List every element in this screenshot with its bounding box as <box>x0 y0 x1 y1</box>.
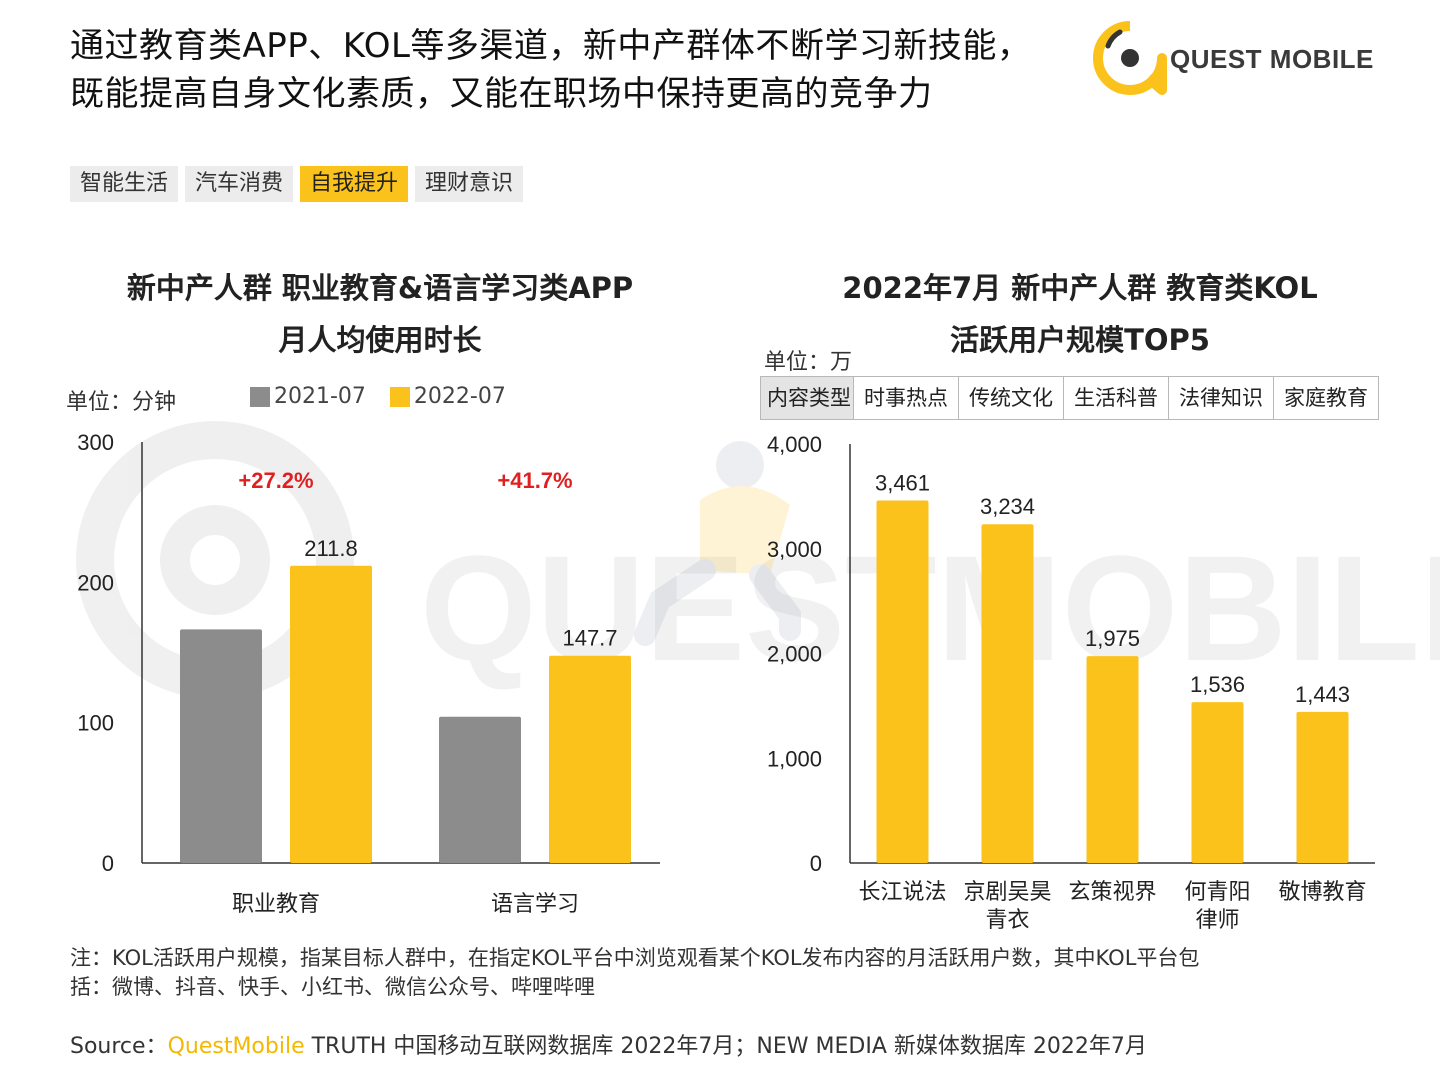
content-type-table: 内容类型 时事热点 传统文化 生活科普 法律知识 家庭教育 <box>760 376 1379 420</box>
content-type-header: 内容类型 <box>761 377 853 419</box>
bar-value-label: 147.7 <box>562 626 617 651</box>
left-chart-legend: 2021-07 2022-07 <box>250 384 530 409</box>
kol-bar <box>981 524 1034 863</box>
y-tick-label: 2,000 <box>767 642 822 667</box>
y-tick-label: 200 <box>77 570 114 595</box>
source-rest: TRUTH 中国移动互联网数据库 2022年7月；NEW MEDIA 新媒体数据… <box>304 1034 1147 1059</box>
content-type-cell: 法律知识 <box>1168 377 1273 419</box>
y-tick-label: 3,000 <box>767 537 822 562</box>
bar-value-label: 3,234 <box>980 494 1035 519</box>
x-category-label: 京剧吴昊 <box>963 880 1051 905</box>
bar-2022-07 <box>549 655 631 863</box>
tab-finance-awareness[interactable]: 理财意识 <box>415 166 524 202</box>
right-chart-title-line-1: 2022年7月 新中产人群 教育类KOL <box>842 271 1318 305</box>
x-category-label: 青衣 <box>985 908 1029 933</box>
source-brand: QuestMobile <box>167 1034 305 1059</box>
right-chart-title-line-2: 活跃用户规模TOP5 <box>950 323 1210 357</box>
bar-2021-07 <box>439 716 521 863</box>
y-tick-label: 4,000 <box>767 432 822 457</box>
logo-text: QUEST MOBILE <box>1170 44 1374 74</box>
tab-smart-life[interactable]: 智能生活 <box>70 166 179 202</box>
y-tick-label: 0 <box>102 851 114 876</box>
left-chart-title-line-2: 月人均使用时长 <box>278 323 482 357</box>
x-category-label: 玄策视界 <box>1068 880 1156 905</box>
kol-bar <box>1086 656 1139 863</box>
footnote-line-2: 括：微博、抖音、快手、小红书、微信公众号、哔哩哔哩 <box>70 975 595 999</box>
headline-line-1: 通过教育类APP、KOL等多渠道，新中产群体不断学习新技能， <box>70 26 1032 66</box>
right-chart-unit: 单位：万 <box>764 350 853 375</box>
left-chart-title: 新中产人群 职业教育&语言学习类APP 月人均使用时长 <box>60 262 700 366</box>
x-category-label: 职业教育 <box>232 892 320 917</box>
y-tick-label: 100 <box>77 711 114 736</box>
x-category-label: 律师 <box>1195 908 1239 933</box>
x-category-label: 长江说法 <box>858 880 946 905</box>
x-category-label: 何青阳 <box>1184 880 1250 905</box>
y-tick-label: 300 <box>77 430 114 455</box>
kol-bar <box>1191 702 1244 863</box>
questmobile-logo-icon <box>1093 21 1167 95</box>
content-type-cell: 时事热点 <box>853 377 958 419</box>
bar-value-label: 3,461 <box>875 470 930 495</box>
growth-label: +41.7% <box>497 468 572 493</box>
x-category-label: 语言学习 <box>491 892 579 917</box>
content-type-cell: 传统文化 <box>958 377 1063 419</box>
content-type-cell: 家庭教育 <box>1273 377 1378 419</box>
legend-swatch-gray <box>250 386 270 407</box>
footnote-line-1: 注：KOL活跃用户规模，指某目标人群中，在指定KOL平台中浏览观看某个KOL发布… <box>70 946 1200 970</box>
bar-value-label: 1,536 <box>1190 672 1245 697</box>
bar-2022-07 <box>290 565 372 863</box>
footnote: 注：KOL活跃用户规模，指某目标人群中，在指定KOL平台中浏览观看某个KOL发布… <box>70 944 1370 1002</box>
bar-value-label: 211.8 <box>304 536 357 561</box>
left-chart: 0 100 200 300 211.8 +27.2% 职业教育 147.7 +41.7% 语言学习 <box>77 430 660 917</box>
kol-bar <box>876 500 929 863</box>
kol-bar <box>1296 711 1349 863</box>
tab-car-consumption[interactable]: 汽车消费 <box>185 166 294 202</box>
tab-self-improvement[interactable]: 自我提升 <box>300 166 409 202</box>
x-category-label: 敬博教育 <box>1278 880 1366 905</box>
source-line: Source：QuestMobile TRUTH 中国移动互联网数据库 2022… <box>70 1028 1147 1060</box>
bar-value-label: 1,975 <box>1085 626 1140 651</box>
legend-item-2021: 2021-07 <box>250 384 366 409</box>
legend-swatch-gold <box>389 386 410 407</box>
headline-line-2: 既能提高自身文化素质，又能在职场中保持更高的竞争力 <box>70 74 933 114</box>
tab-bar: 智能生活 汽车消费 自我提升 理财意识 <box>70 166 524 202</box>
left-chart-unit: 单位：分钟 <box>66 390 177 415</box>
legend-label-2022: 2022-07 <box>413 384 506 409</box>
legend-item-2022: 2022-07 <box>389 384 506 409</box>
legend-label-2021: 2021-07 <box>274 384 366 409</box>
y-tick-label: 0 <box>810 851 822 876</box>
runner-illustration <box>634 441 801 646</box>
y-tick-label: 1,000 <box>767 746 822 771</box>
left-chart-title-line-1: 新中产人群 职业教育&语言学习类APP <box>126 271 634 305</box>
headline: 通过教育类APP、KOL等多渠道，新中产群体不断学习新技能， 既能提高自身文化素… <box>70 22 1070 118</box>
right-chart: 0 1,000 2,000 3,000 4,000 3,461 长江说法 3,234 京剧吴昊青… <box>767 432 1375 933</box>
bar-value-label: 1,443 <box>1295 682 1350 707</box>
bar-2021-07 <box>180 629 262 863</box>
growth-label: +27.2% <box>238 468 313 493</box>
source-prefix: Source： <box>70 1034 168 1059</box>
content-type-cell: 生活科普 <box>1063 377 1168 419</box>
right-chart-title: 2022年7月 新中产人群 教育类KOL 活跃用户规模TOP5 <box>760 262 1400 366</box>
